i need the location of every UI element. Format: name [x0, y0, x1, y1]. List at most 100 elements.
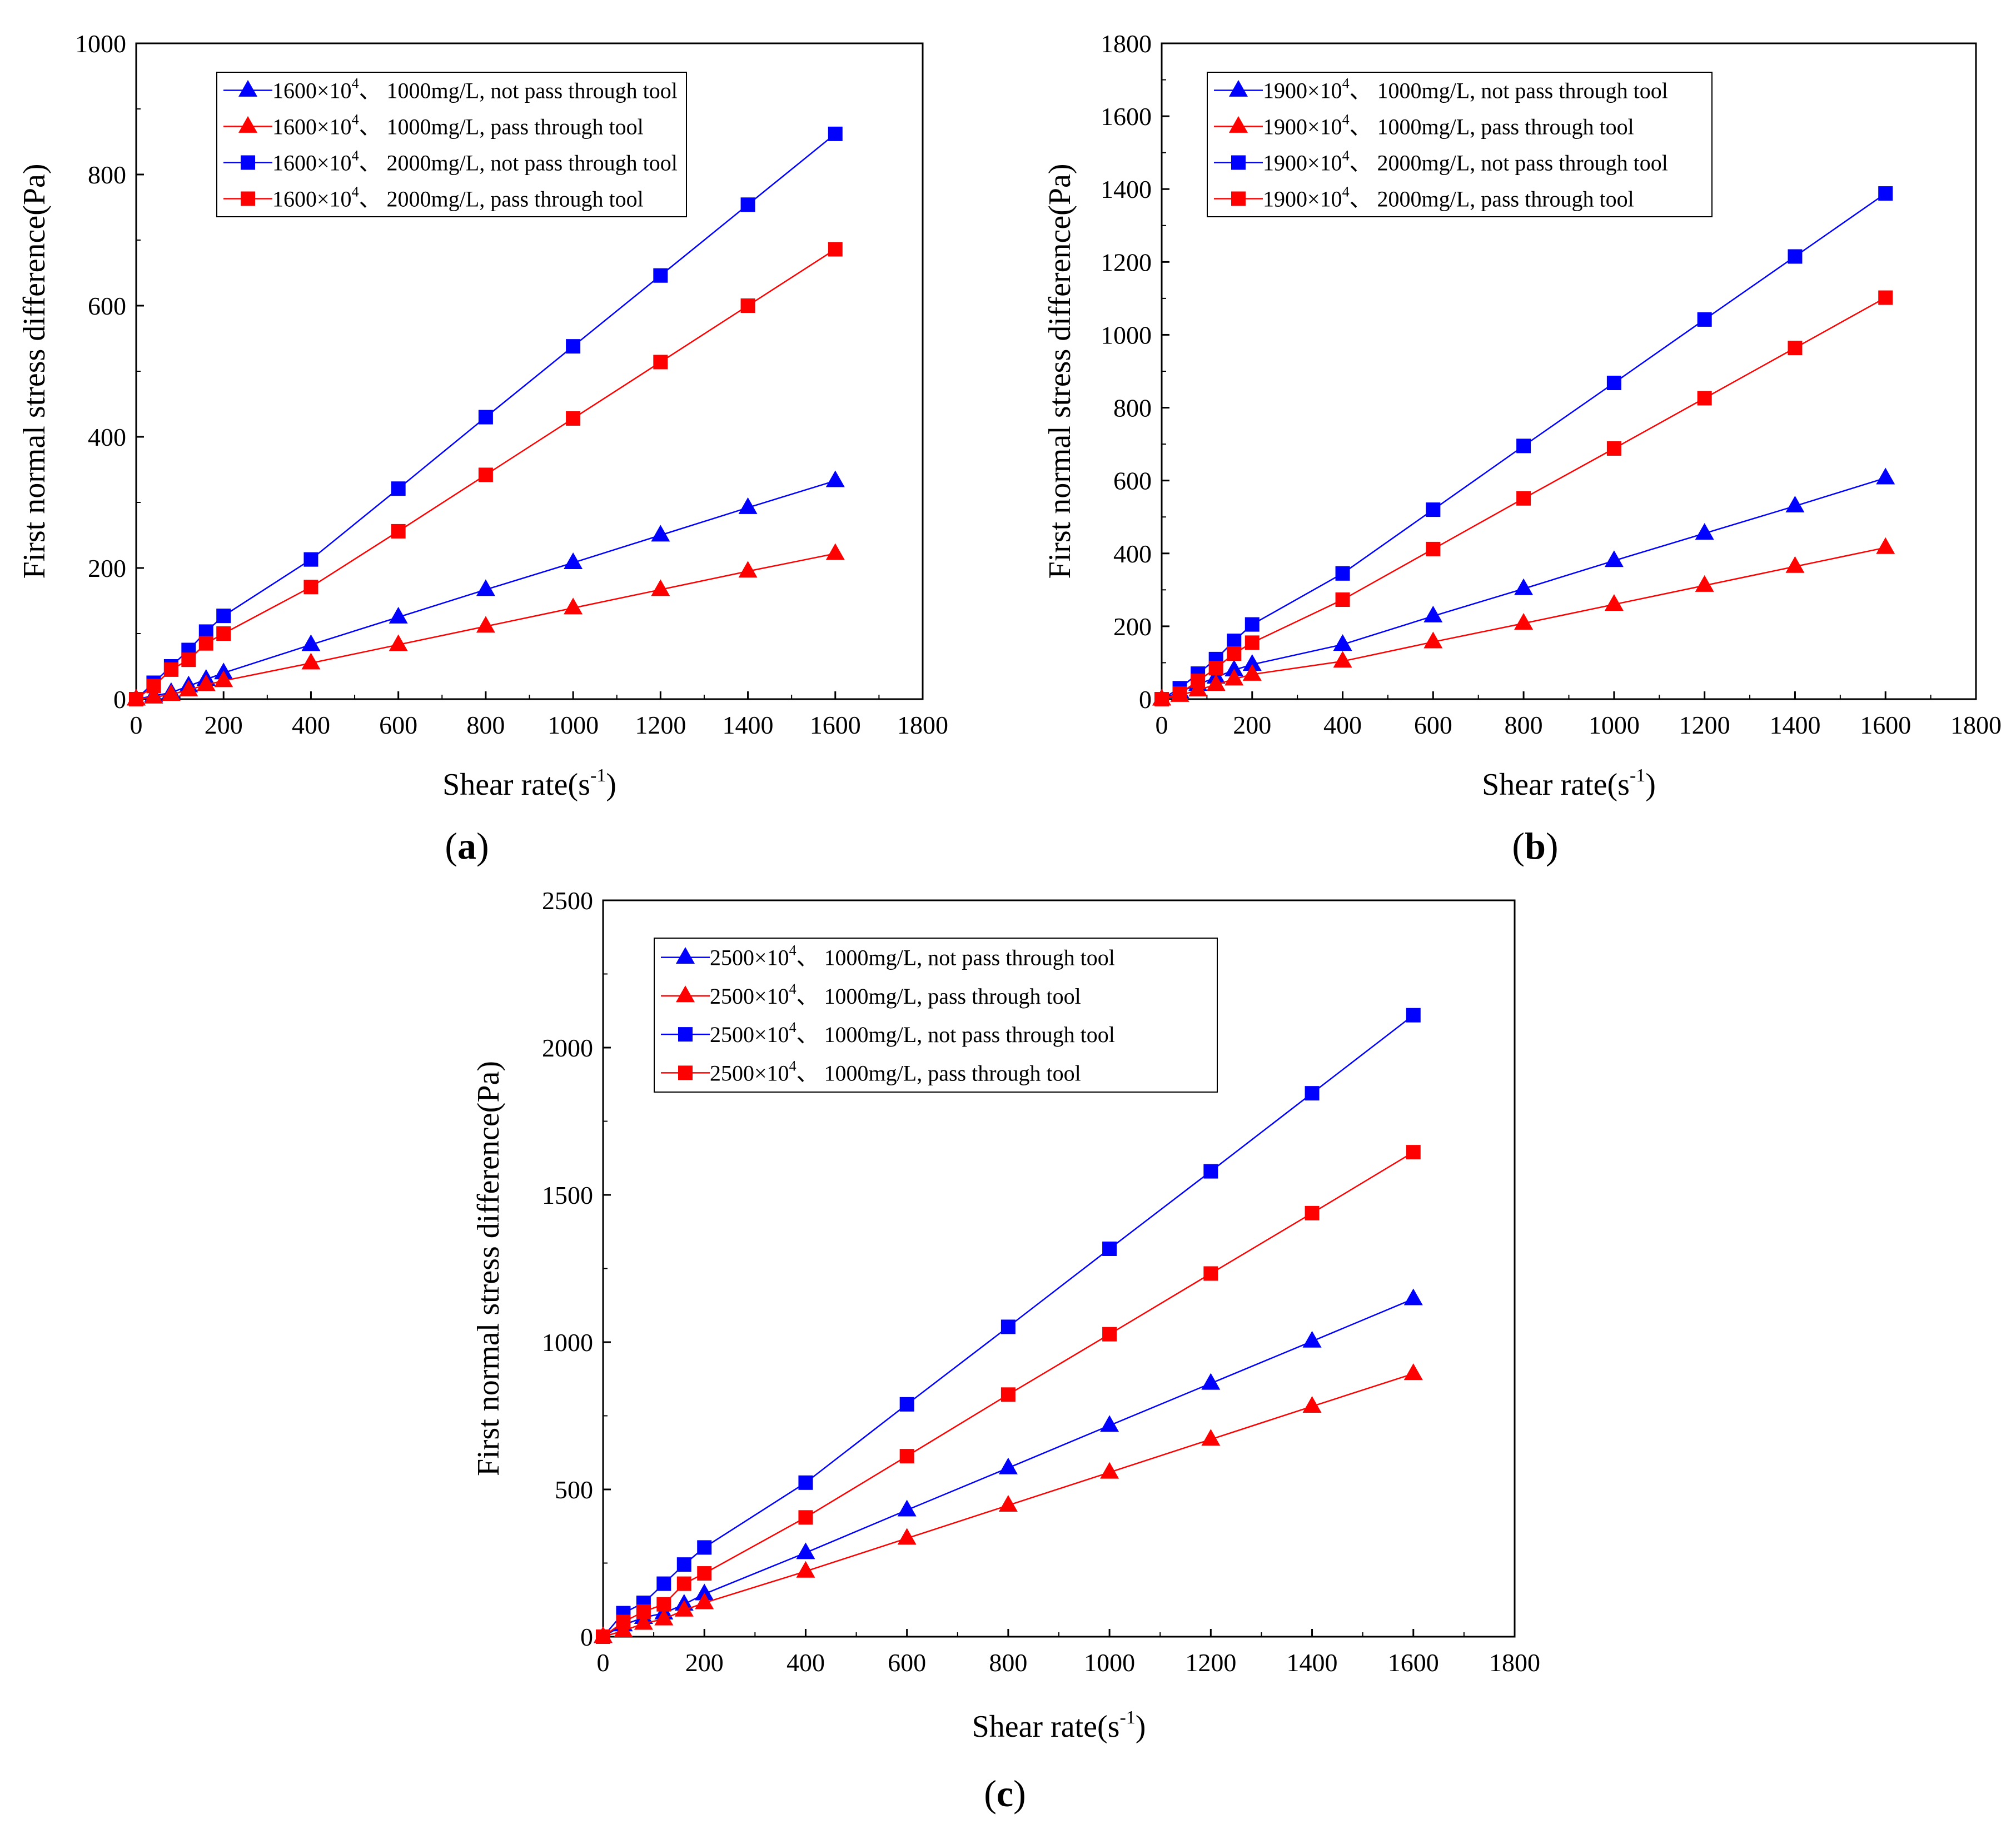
legend-item: 1600×104、 1000mg/L, pass through tool	[223, 112, 644, 139]
panel-label-open: (	[1512, 825, 1525, 867]
legend-marker	[238, 116, 257, 133]
data-point	[653, 355, 668, 370]
data-point	[391, 524, 406, 539]
data-point	[1203, 1266, 1218, 1281]
data-point	[301, 652, 321, 670]
x-tick-label: 200	[205, 711, 243, 739]
y-tick-label: 500	[555, 1476, 593, 1504]
data-point	[1876, 537, 1895, 554]
legend-label-superscript: 4	[352, 184, 359, 200]
data-point	[651, 525, 670, 542]
x-tick-label: 1600	[810, 711, 861, 739]
legend-label-superscript: 4	[1342, 148, 1350, 164]
data-point	[695, 1592, 714, 1609]
legend-item: 1600×104、 2000mg/L, not pass through too…	[223, 148, 678, 176]
panel-label-close: )	[1546, 825, 1559, 867]
data-point	[1201, 1429, 1221, 1446]
data-point	[740, 298, 755, 313]
x-tick-label: 1000	[547, 711, 599, 739]
data-point	[181, 652, 196, 667]
x-tick-label: 400	[1323, 711, 1362, 739]
data-point	[476, 579, 495, 596]
data-point	[1245, 617, 1260, 632]
legend-label: 1600×104、 2000mg/L, pass through tool	[272, 184, 644, 212]
legend-label-rest: 、 1000mg/L, not pass through tool	[797, 945, 1115, 970]
data-point	[389, 606, 408, 624]
legend-label-main: 1900×10	[1263, 114, 1342, 139]
legend-item: 2500×104、 1000mg/L, pass through tool	[661, 1058, 1081, 1085]
x-axis-title-close: )	[606, 768, 616, 802]
y-tick-label: 0	[113, 685, 126, 714]
legend-label: 2500×104、 1000mg/L, not pass through too…	[710, 943, 1115, 970]
data-point	[1878, 186, 1893, 201]
data-point	[1102, 1327, 1117, 1342]
legend-marker	[1229, 79, 1248, 97]
data-point	[1206, 674, 1226, 691]
legend-label-superscript: 4	[1342, 184, 1350, 200]
legend-frame	[216, 72, 687, 217]
y-tick-label: 200	[88, 554, 126, 582]
data-point	[798, 1510, 813, 1525]
legend-label-main: 2500×10	[710, 1060, 789, 1085]
data-point	[144, 686, 163, 704]
data-point	[129, 692, 143, 706]
panel-label-close: )	[1013, 1772, 1026, 1815]
x-tick-label: 600	[1414, 711, 1452, 739]
legend-label-superscript: 4	[789, 943, 797, 959]
x-axis-title-main: Shear rate(s	[972, 1710, 1120, 1744]
legend-label: 1900×104、 2000mg/L, not pass through too…	[1263, 148, 1668, 176]
data-point	[828, 126, 843, 141]
panel-label-letter: c	[997, 1772, 1013, 1815]
x-tick-label: 1800	[1950, 711, 2002, 739]
legend-marker	[678, 1065, 693, 1080]
data-point	[798, 1475, 813, 1490]
legend-label-rest: 、 1000mg/L, not pass through tool	[797, 1022, 1115, 1047]
data-point	[566, 411, 581, 426]
x-axis-title-superscript: -1	[1630, 765, 1645, 786]
x-tick-label: 1200	[1185, 1648, 1236, 1677]
data-point	[1100, 1415, 1119, 1432]
data-point	[1333, 634, 1352, 651]
data-point	[899, 1449, 914, 1464]
data-point	[1426, 502, 1441, 517]
legend: 1900×104、 1000mg/L, not pass through too…	[1207, 72, 1713, 217]
legend-marker	[241, 155, 255, 170]
data-point	[796, 1561, 815, 1578]
y-tick-label: 0	[580, 1623, 593, 1651]
legend-marker	[241, 191, 255, 206]
legend-label-rest: 、 1000mg/L, pass through tool	[797, 984, 1081, 1009]
legend-label-main: 1600×10	[272, 151, 352, 176]
legend-label: 1900×104、 1000mg/L, not pass through too…	[1263, 76, 1668, 103]
data-point	[897, 1499, 917, 1517]
legend-label-rest: 、 2000mg/L, not pass through tool	[359, 151, 678, 176]
legend-marker	[676, 947, 695, 964]
x-tick-label: 1200	[1679, 711, 1730, 739]
data-point	[1100, 1462, 1119, 1479]
data-point	[654, 1608, 674, 1626]
data-point	[1335, 566, 1350, 581]
data-point	[478, 410, 493, 425]
series-3	[596, 1008, 1421, 1644]
y-tick-label: 1400	[1101, 175, 1152, 203]
x-tick-label: 0	[130, 711, 143, 739]
legend-label-main: 2500×10	[710, 1022, 789, 1047]
y-tick-label: 1800	[1101, 29, 1152, 58]
y-tick-label: 1500	[542, 1181, 593, 1209]
legend-label-rest: 、 1000mg/L, pass through tool	[1350, 114, 1634, 139]
x-tick-label: 200	[685, 1648, 724, 1677]
data-point	[676, 1576, 691, 1591]
data-point	[651, 579, 670, 596]
data-point	[634, 1613, 653, 1630]
legend-marker	[238, 79, 257, 97]
legend-label-rest: 、 1000mg/L, not pass through tool	[1350, 78, 1668, 103]
data-point	[656, 1576, 671, 1591]
data-point	[1406, 1145, 1421, 1160]
x-tick-label: 1000	[1084, 1648, 1135, 1677]
data-point	[1403, 1363, 1423, 1381]
panel-label-close: )	[476, 825, 489, 867]
x-tick-label: 1600	[1860, 711, 1911, 739]
series-4	[596, 1145, 1421, 1644]
legend-label: 2500×104、 1000mg/L, not pass through too…	[710, 1019, 1115, 1047]
y-axis-title: First normal stress difference(Pa)	[471, 1061, 506, 1476]
